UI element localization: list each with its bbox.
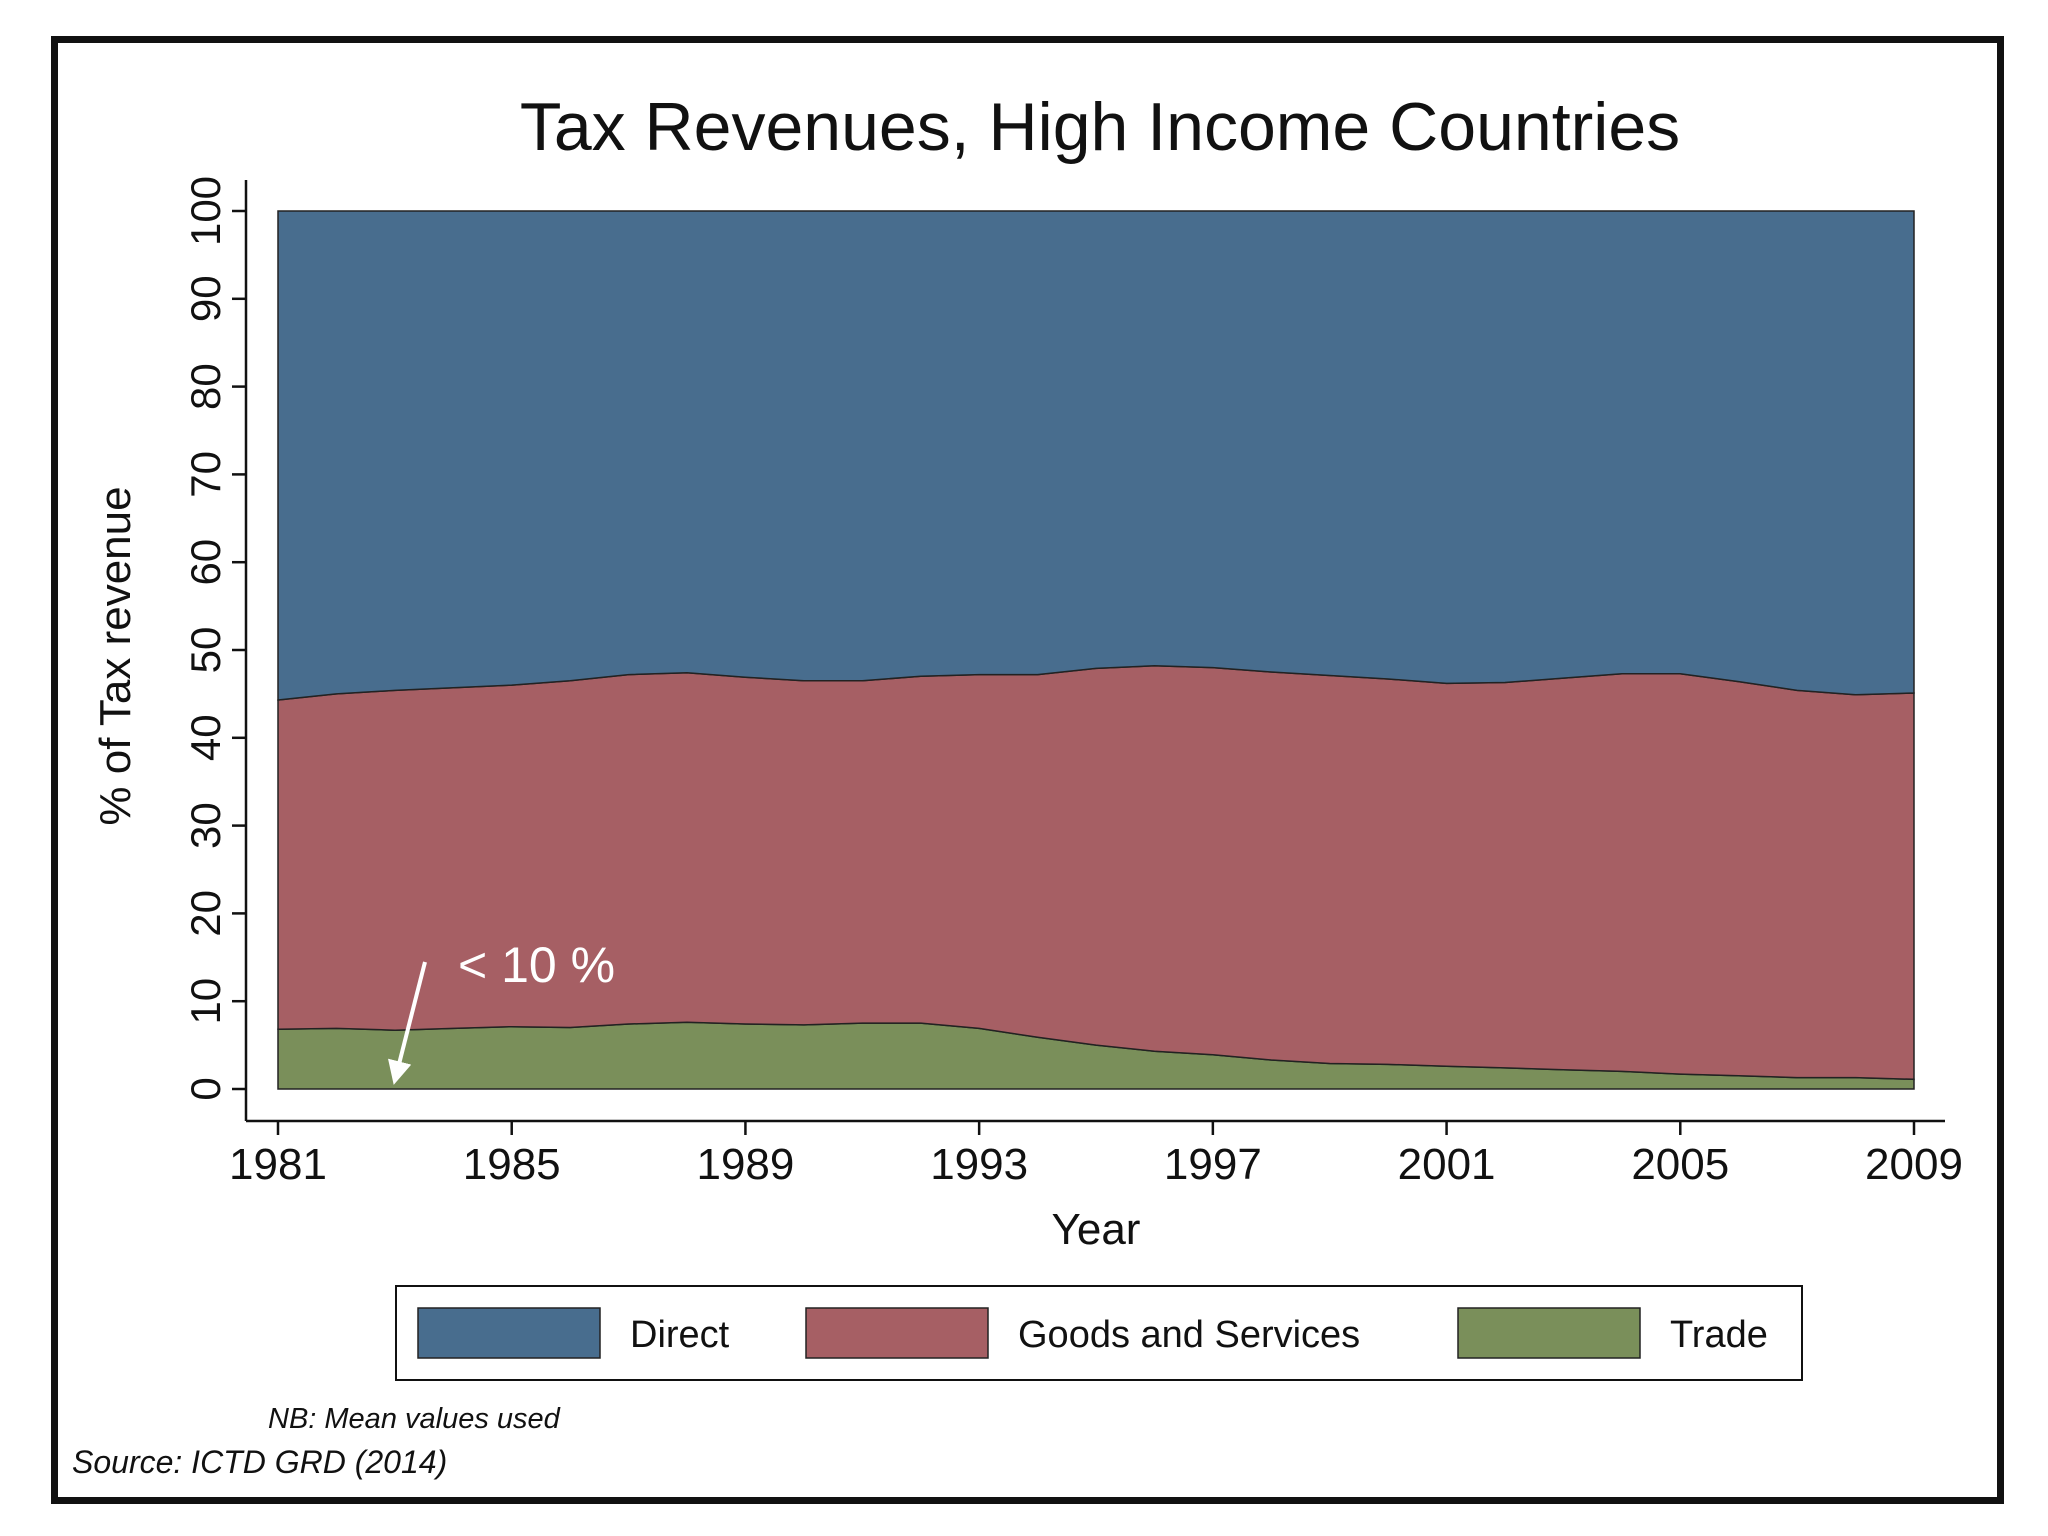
y-tick-label-20: 20 bbox=[182, 890, 229, 937]
axes-group: 0 10 20 30 40 50 60 70 80 90 100 1981 1985 1989 1993 19… bbox=[182, 176, 1963, 1189]
y-tick-label-60: 60 bbox=[182, 539, 229, 586]
x-tick-label-2005: 2005 bbox=[1631, 1140, 1729, 1189]
y-tick-label-90: 90 bbox=[182, 275, 229, 322]
legend: Direct Goods and Services Trade bbox=[395, 1285, 1803, 1381]
source-note: Source: ICTD GRD (2014) bbox=[72, 1444, 448, 1480]
x-tick-label-1981: 1981 bbox=[229, 1140, 327, 1189]
area-goods-and-services bbox=[277, 665, 1915, 1081]
x-tick-label-1985: 1985 bbox=[463, 1140, 561, 1189]
area-series-group bbox=[277, 210, 1915, 1090]
legend-swatch-direct bbox=[417, 1307, 601, 1359]
y-tick-label-80: 80 bbox=[182, 363, 229, 410]
legend-label-trade: Trade bbox=[1670, 1314, 1768, 1356]
y-tick-label-30: 30 bbox=[182, 802, 229, 849]
y-tick-label-40: 40 bbox=[182, 714, 229, 761]
annotation-arrow bbox=[388, 961, 427, 1085]
chart-frame bbox=[51, 36, 2004, 1504]
x-tick-label-1997: 1997 bbox=[1164, 1140, 1262, 1189]
x-axis-label: Year bbox=[1052, 1205, 1141, 1254]
annotation-label: < 10 % bbox=[458, 937, 615, 993]
y-tick-label-0: 0 bbox=[182, 1077, 229, 1100]
x-tick-label-2009: 2009 bbox=[1865, 1140, 1963, 1189]
nb-note: NB: Mean values used bbox=[268, 1403, 560, 1435]
y-tick-label-100: 100 bbox=[182, 176, 229, 246]
x-tick-label-2001: 2001 bbox=[1398, 1140, 1496, 1189]
area-direct bbox=[277, 210, 1915, 701]
y-tick-label-50: 50 bbox=[182, 627, 229, 674]
chart-title: Tax Revenues, High Income Countries bbox=[520, 89, 1680, 165]
x-tick-label-1989: 1989 bbox=[696, 1140, 794, 1189]
y-tick-label-10: 10 bbox=[182, 978, 229, 1025]
annotation-group: < 10 % bbox=[388, 937, 615, 1085]
legend-label-goods-and-services: Goods and Services bbox=[1018, 1314, 1360, 1356]
legend-swatch-goods-and-services bbox=[805, 1307, 989, 1359]
y-axis-label: % of Tax revenue bbox=[91, 486, 140, 825]
x-tick-label-1993: 1993 bbox=[930, 1140, 1028, 1189]
legend-swatch-trade bbox=[1457, 1307, 1641, 1359]
legend-label-direct: Direct bbox=[630, 1314, 730, 1356]
y-tick-label-70: 70 bbox=[182, 451, 229, 498]
